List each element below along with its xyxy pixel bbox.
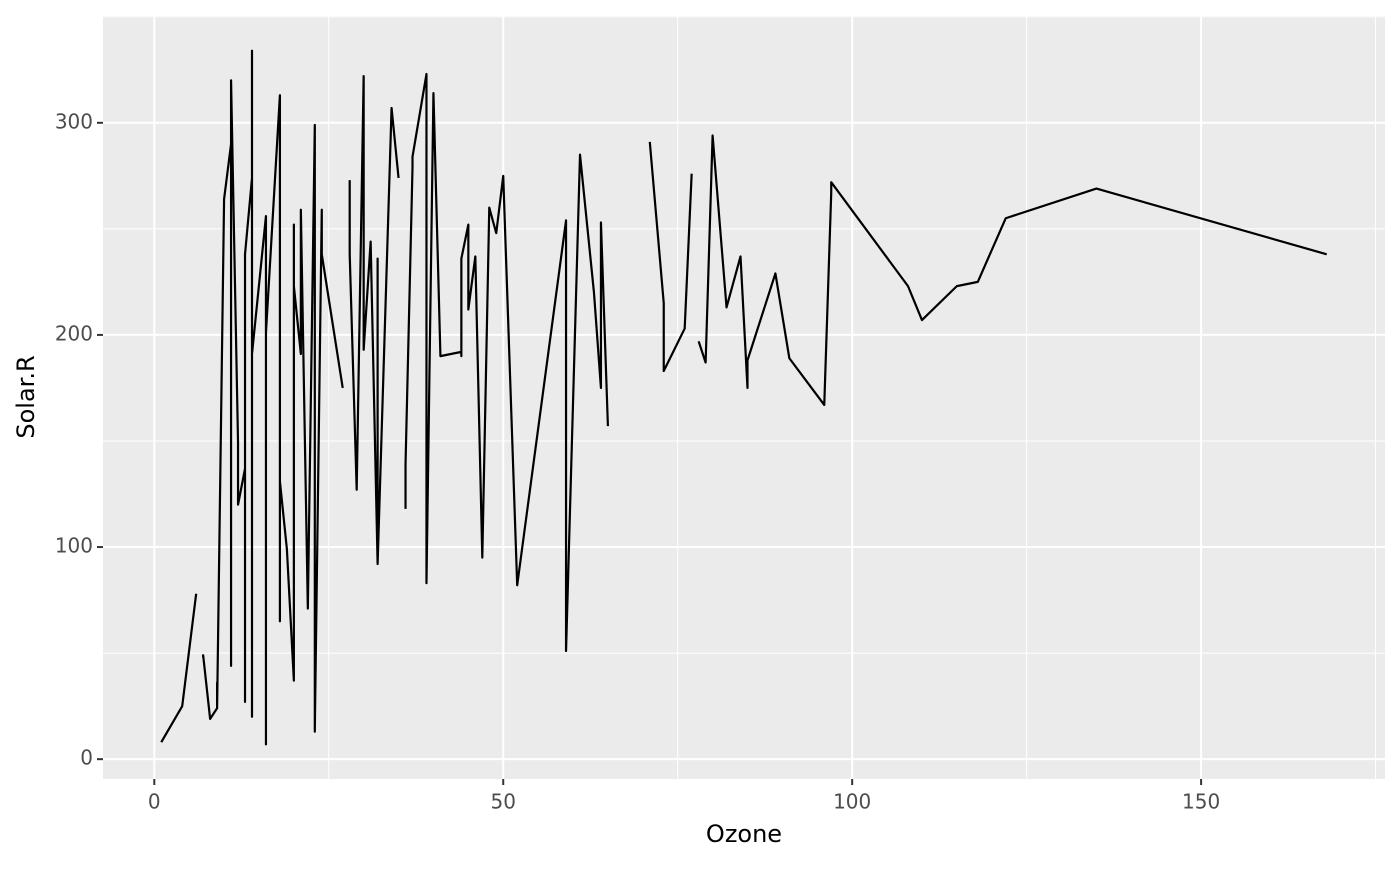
y-tick-label: 200 [55,321,93,345]
y-tick-label: 0 [80,746,93,770]
data-line [160,49,1328,746]
x-axis-title: Ozone [706,820,782,848]
y-tick-label: 300 [55,109,93,133]
y-tick-label: 100 [55,534,93,558]
x-tick-label: 0 [148,790,161,814]
y-axis-title: Solar.R [12,355,40,438]
x-tick-label: 50 [491,790,516,814]
x-tick-label: 100 [833,790,871,814]
panel-background [103,16,1385,779]
x-tick-label: 150 [1182,790,1220,814]
